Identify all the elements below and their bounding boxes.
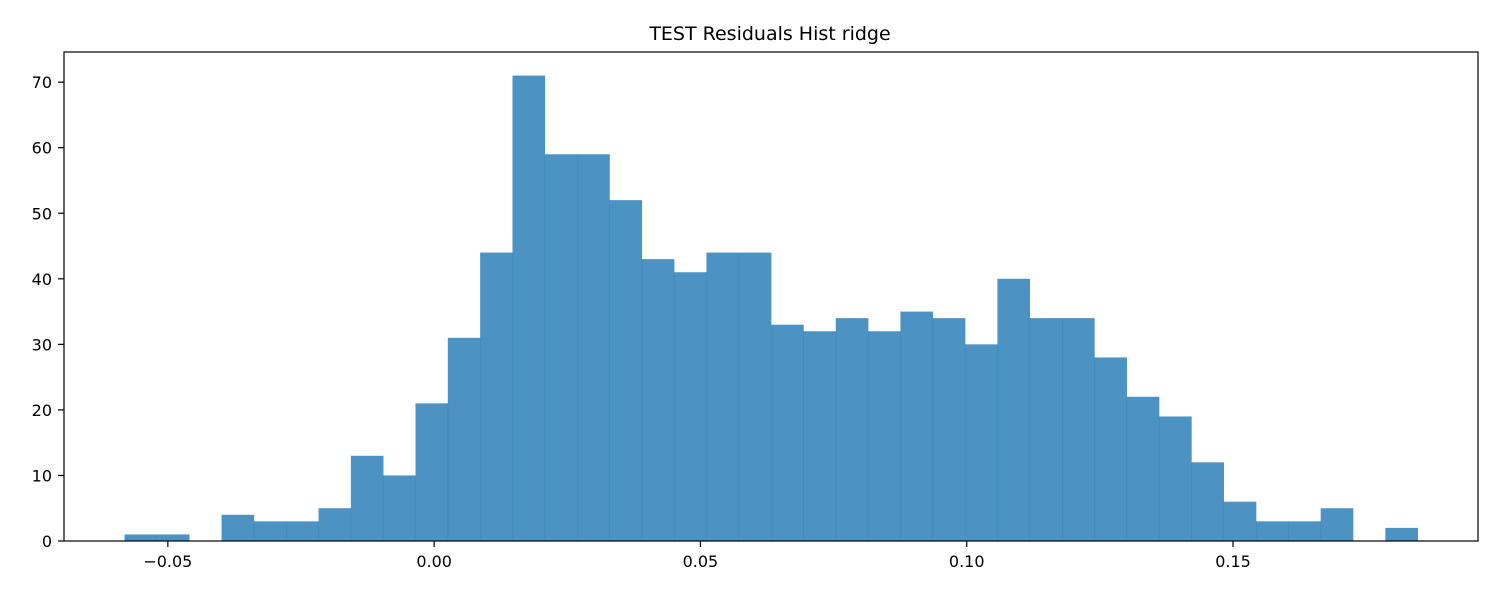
histogram-bar xyxy=(1288,521,1321,541)
histogram-bar xyxy=(124,534,158,541)
x-tick-label: 0.15 xyxy=(1215,552,1251,571)
histogram-bar xyxy=(1159,416,1192,541)
histogram-bar xyxy=(1256,521,1289,541)
chart-title: TEST Residuals Hist ridge xyxy=(648,23,890,45)
y-tick-label: 40 xyxy=(32,270,52,289)
histogram-bar xyxy=(350,455,384,541)
y-tick-label: 60 xyxy=(32,139,52,158)
histogram-bar xyxy=(997,278,1031,541)
plot-frame xyxy=(63,51,1479,542)
histogram-bar xyxy=(609,200,643,541)
histogram-bar xyxy=(512,75,546,541)
histogram-bar xyxy=(544,154,578,541)
histogram-bar xyxy=(641,259,675,541)
y-tick-label: 20 xyxy=(32,401,52,420)
histogram-bar xyxy=(1029,318,1063,541)
histogram-bar xyxy=(771,324,804,541)
histogram-bar xyxy=(1094,357,1127,541)
histogram-bar xyxy=(900,311,934,541)
x-axis: −0.05 0.00 0.05 0.10 0.15 xyxy=(143,541,1251,571)
histogram-bar xyxy=(868,331,901,541)
x-tick-label: 0.05 xyxy=(683,552,719,571)
x-tick-label: 0.00 xyxy=(416,552,452,571)
histogram-bar xyxy=(738,252,772,541)
y-tick-label: 70 xyxy=(32,73,52,92)
histogram-bar xyxy=(318,508,352,541)
y-axis: 0 10 20 30 40 50 60 70 xyxy=(32,73,64,551)
histogram-bar xyxy=(480,252,513,541)
histogram-bar xyxy=(803,331,837,541)
histogram-bar xyxy=(1320,508,1354,541)
histogram-bar xyxy=(156,534,190,541)
bars-group xyxy=(124,75,1418,541)
histogram-bar xyxy=(447,337,481,541)
histogram-bar xyxy=(1062,318,1095,541)
y-tick-label: 50 xyxy=(32,204,52,223)
histogram-bar xyxy=(286,521,319,541)
histogram-bar xyxy=(415,403,449,541)
histogram-bar xyxy=(932,318,966,541)
histogram-bar xyxy=(965,344,998,541)
histogram-bar xyxy=(1223,501,1257,541)
y-tick-label: 0 xyxy=(42,532,52,551)
histogram-bar xyxy=(1385,527,1418,541)
histogram-bar xyxy=(1191,462,1224,541)
histogram-bar xyxy=(706,252,740,541)
histogram-bar xyxy=(383,475,416,541)
y-tick-label: 30 xyxy=(32,335,52,354)
histogram-bar xyxy=(253,521,287,541)
histogram-bar xyxy=(1126,396,1160,541)
histogram-bar xyxy=(674,272,707,541)
x-tick-label: 0.10 xyxy=(949,552,985,571)
y-tick-label: 10 xyxy=(32,466,52,485)
x-tick-label: −0.05 xyxy=(143,552,192,571)
histogram-bar xyxy=(835,318,869,541)
histogram-bar xyxy=(577,154,610,541)
histogram-bar xyxy=(221,514,255,541)
